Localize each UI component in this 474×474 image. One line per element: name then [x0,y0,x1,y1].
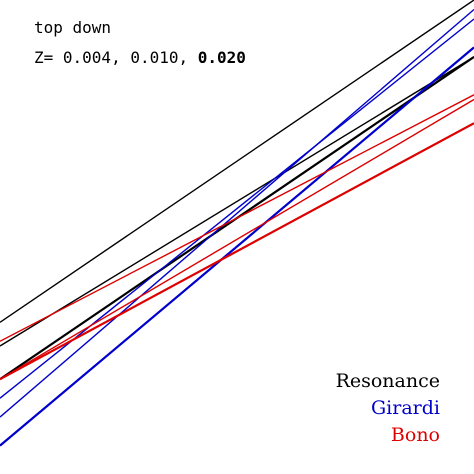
series-line-girardi-2 [0,8,474,418]
legend: Resonance Girardi Bono [336,368,440,449]
legend-entry-girardi: Girardi [371,397,440,419]
series-line-bono-3 [0,122,474,381]
series-line-bono-1 [0,94,474,342]
series-line-bono-2 [0,98,474,380]
legend-entry-bono: Bono [390,424,440,446]
series-line-resonance-1 [0,0,474,323]
series-line-resonance-2 [0,56,474,347]
annotation-title: top down [34,18,112,37]
series-line-girardi-3 [0,46,474,447]
annotation-metallicity-bold-value: 0.020 [197,48,246,67]
annotation-metallicity-values: Z= 0.004, 0.010, [34,48,198,67]
series-line-girardi-1 [0,18,474,399]
legend-entry-resonance: Resonance [335,370,440,392]
annotation-metallicity: Z= 0.004, 0.010, 0.020 [34,48,246,67]
